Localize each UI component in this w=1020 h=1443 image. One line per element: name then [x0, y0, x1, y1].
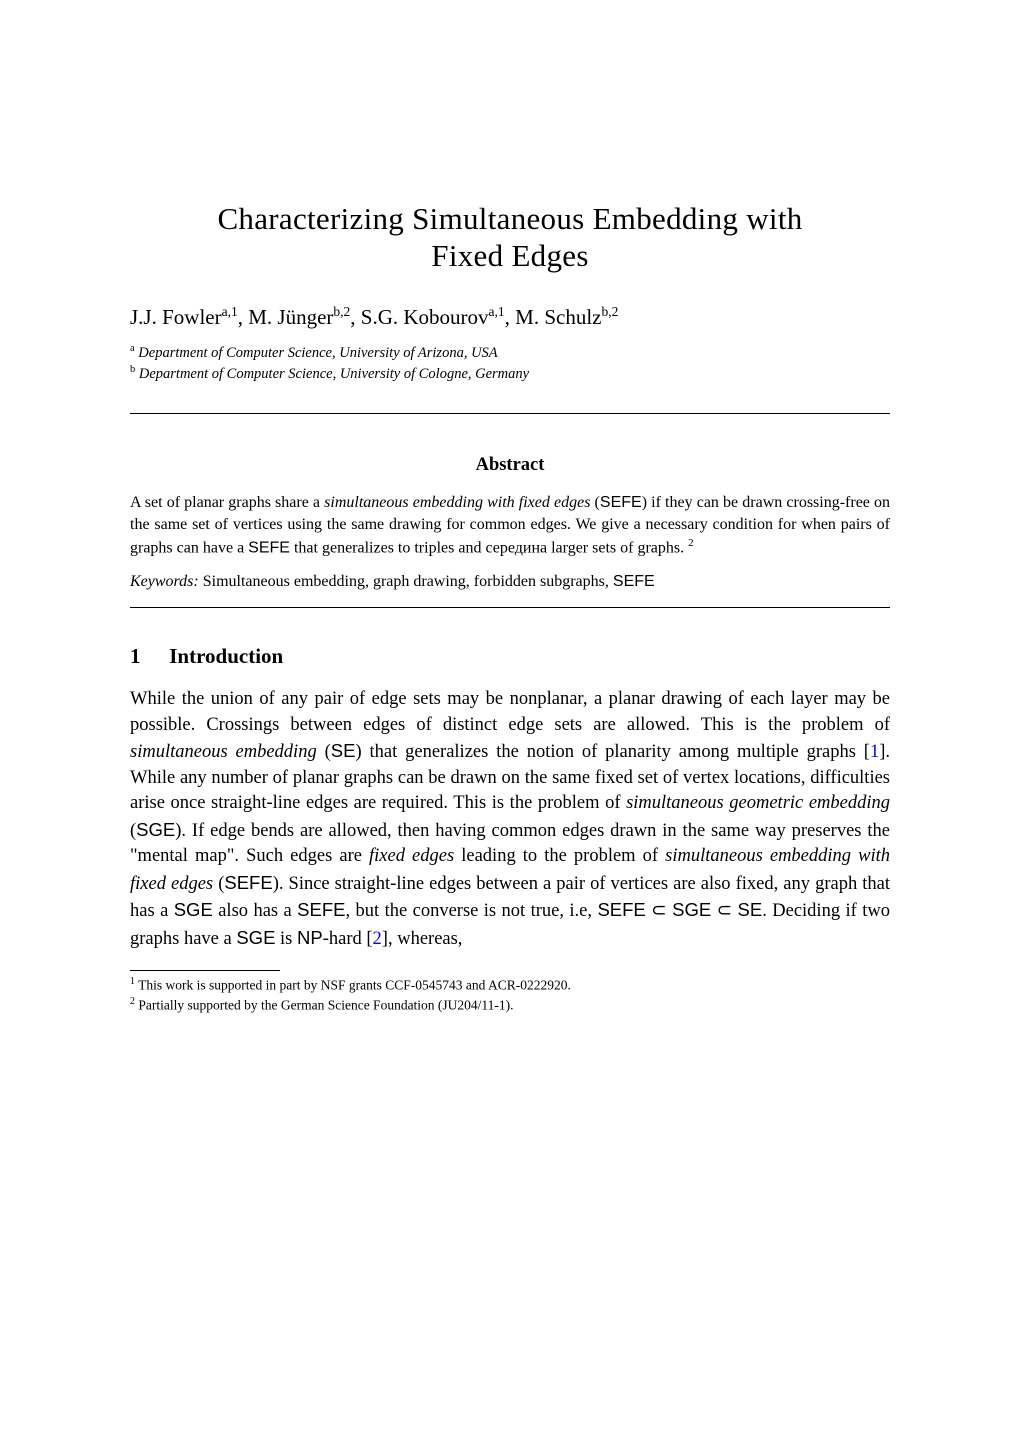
abstract-text-4: that generalizes to triples and середина…: [290, 540, 688, 557]
affiliations: a Department of Computer Science, Univer…: [130, 343, 890, 383]
body-text-c: ) that generalizes the notion of planari…: [355, 742, 870, 762]
abstract-text-1: A set of planar graphs share a: [130, 494, 324, 511]
body-sub-1: ⊂: [646, 901, 672, 921]
author-4-sup: b,2: [601, 304, 618, 319]
body-ital-1: simultaneous embedding: [130, 742, 317, 762]
author-1-sup: a,1: [222, 304, 238, 319]
body-sf-8: SE: [738, 899, 763, 920]
body-ital-3: fixed edges: [369, 846, 454, 866]
author-3-sup: a,1: [489, 304, 505, 319]
body-text-a: While the union of any pair of edge sets…: [130, 689, 890, 735]
footnote-2: 2 Partially supported by the German Scie…: [130, 995, 890, 1015]
author-sep-3: ,: [505, 305, 516, 329]
abstract-body: A set of planar graphs share a simultane…: [130, 492, 890, 560]
footnote-1-text: This work is supported in part by NSF gr…: [135, 978, 571, 993]
abstract-sf-1: SEFE: [600, 494, 642, 511]
affiliation-b-sup: b: [130, 364, 135, 375]
author-sep-2: ,: [350, 305, 361, 329]
body-sf-3: SEFE: [224, 872, 272, 893]
paper-title: Characterizing Simultaneous Embedding wi…: [130, 200, 890, 274]
body-sub-2: ⊂: [711, 901, 737, 921]
section-1-body: While the union of any pair of edge sets…: [130, 687, 890, 952]
affiliation-b: b Department of Computer Science, Univer…: [130, 364, 890, 383]
keywords-sf: SEFE: [613, 573, 655, 590]
body-sf-6: SEFE: [597, 899, 645, 920]
title-line-1: Characterizing Simultaneous Embedding wi…: [217, 201, 802, 236]
affiliation-a-sup: a: [130, 343, 135, 354]
body-text-n: -hard [: [323, 929, 373, 949]
section-1-number: 1: [130, 644, 164, 669]
keywords-text: Simultaneous embedding, graph drawing, f…: [203, 573, 613, 590]
author-3: S.G. Kobourov: [361, 305, 489, 329]
section-1-title: Introduction: [169, 644, 283, 668]
body-text-k: , but the converse is not true, i.e,: [345, 901, 597, 921]
body-sf-2: SGE: [136, 819, 175, 840]
body-text-j: also has a: [213, 901, 297, 921]
body-sf-9: SGE: [236, 927, 275, 948]
author-1: J.J. Fowler: [130, 305, 222, 329]
footnote-1: 1 This work is supported in part by NSF …: [130, 975, 890, 995]
abstract-ital-1: simultaneous embedding with fixed edges: [324, 494, 590, 511]
citation-2[interactable]: 2: [373, 929, 382, 949]
body-text-b: (: [317, 742, 331, 762]
body-text-h: (: [213, 874, 224, 894]
abstract-sf-2: SEFE: [248, 540, 290, 557]
body-text-g: leading to the problem of: [454, 846, 665, 866]
body-sf-5: SEFE: [297, 899, 345, 920]
abstract-heading: Abstract: [130, 454, 890, 476]
abstract-footnote-mark: 2: [688, 537, 694, 549]
abstract: Abstract A set of planar graphs share a …: [130, 414, 890, 607]
affiliation-a: a Department of Computer Science, Univer…: [130, 343, 890, 362]
footnote-2-text: Partially supported by the German Scienc…: [135, 998, 514, 1013]
body-sf-1: SE: [331, 740, 356, 761]
author-4: M. Schulz: [515, 305, 601, 329]
author-sep-1: ,: [238, 305, 249, 329]
citation-1[interactable]: 1: [870, 742, 879, 762]
affiliation-a-text: Department of Computer Science, Universi…: [138, 344, 497, 360]
footnote-rule: [130, 970, 280, 971]
body-text-o: ], whereas,: [382, 929, 463, 949]
title-line-2: Fixed Edges: [431, 238, 588, 273]
author-2-sup: b,2: [333, 304, 350, 319]
body-sf-4: SGE: [174, 899, 213, 920]
body-sf-7: SGE: [672, 899, 711, 920]
body-text-m: is: [275, 929, 297, 949]
section-1-heading: 1 Introduction: [130, 644, 890, 669]
abstract-text-2: (: [590, 494, 599, 511]
keywords: Keywords: Simultaneous embedding, graph …: [130, 572, 890, 591]
affiliation-b-text: Department of Computer Science, Universi…: [139, 366, 529, 382]
keywords-label: Keywords:: [130, 573, 203, 590]
body-sf-10: NP: [297, 927, 323, 948]
author-list: J.J. Fowlera,1, M. Jüngerb,2, S.G. Kobou…: [130, 304, 890, 330]
body-ital-2: simultaneous geometric embedding: [626, 793, 890, 813]
author-2: M. Jünger: [248, 305, 333, 329]
abstract-bottom-rule: [130, 607, 890, 608]
